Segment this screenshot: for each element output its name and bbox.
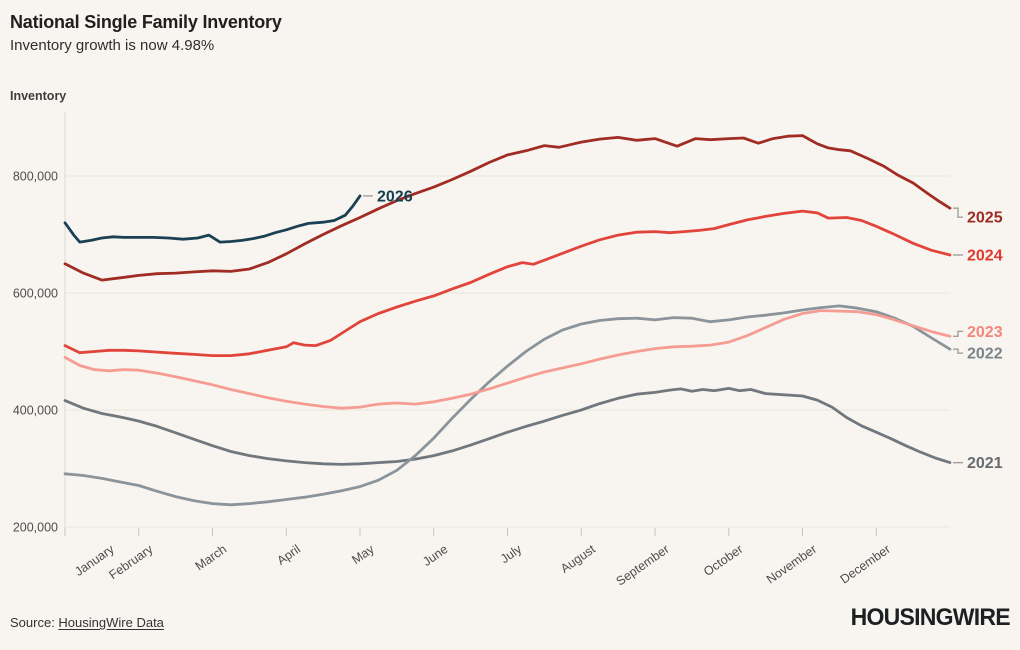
label-connector-2025 bbox=[953, 207, 963, 218]
x-tick-label: April bbox=[274, 542, 303, 568]
series-line-2025 bbox=[63, 134, 952, 282]
y-tick-label: 400,000 bbox=[13, 404, 58, 418]
page-title: National Single Family Inventory bbox=[10, 12, 282, 32]
series-year-label-2023: 2023 bbox=[967, 324, 1003, 341]
series-year-label-2021: 2021 bbox=[967, 455, 1003, 472]
x-tick-label: September bbox=[614, 542, 672, 589]
series-year-label-2024: 2024 bbox=[967, 247, 1003, 264]
series-year-label-2022: 2022 bbox=[967, 346, 1003, 363]
x-tick-label: October bbox=[701, 542, 745, 579]
x-tick-label: August bbox=[558, 542, 598, 576]
series-year-label-2026: 2026 bbox=[377, 188, 413, 205]
x-tick-label: November bbox=[764, 542, 819, 587]
x-tick-label: May bbox=[349, 542, 377, 567]
y-tick-label: 200,000 bbox=[13, 521, 58, 535]
housingwire-logo: HOUSINGWIRE bbox=[850, 604, 1011, 631]
series-line-2023 bbox=[63, 309, 952, 410]
x-tick-label: December bbox=[838, 542, 893, 587]
series-line-2022 bbox=[63, 304, 952, 507]
source-prefix: Source: bbox=[10, 615, 59, 630]
x-tick-label: March bbox=[193, 542, 230, 573]
source-note: Source: HousingWire Data bbox=[10, 615, 164, 630]
y-axis-title: Inventory bbox=[10, 89, 67, 103]
source-link[interactable]: HousingWire Data bbox=[58, 615, 164, 630]
y-tick-label: 800,000 bbox=[13, 170, 58, 184]
label-connector-2023 bbox=[953, 330, 963, 337]
x-tick-label: July bbox=[498, 542, 525, 567]
series-year-label-2025: 2025 bbox=[967, 210, 1003, 227]
chart-header: National Single Family Inventory Invento… bbox=[10, 12, 282, 54]
series-line-2024 bbox=[63, 209, 952, 358]
x-tick-label: February bbox=[106, 542, 156, 583]
chart-subtitle: Inventory growth is now 4.98% bbox=[10, 37, 215, 54]
series-line-2026 bbox=[63, 194, 362, 244]
x-tick-label: June bbox=[420, 542, 450, 569]
series-line-2021 bbox=[63, 386, 952, 466]
y-tick-label: 600,000 bbox=[13, 287, 58, 301]
label-connector-2022 bbox=[953, 348, 963, 354]
